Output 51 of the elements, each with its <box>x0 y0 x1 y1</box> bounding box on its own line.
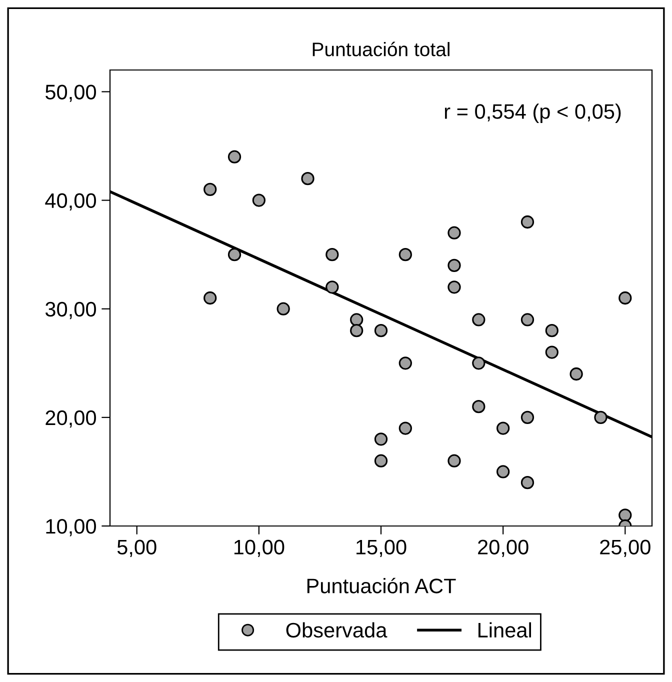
y-tick-label: 40,00 <box>45 193 96 210</box>
x-tick-label: 15,00 <box>356 540 406 557</box>
point <box>204 182 217 196</box>
point <box>448 226 461 240</box>
point <box>204 291 217 305</box>
point <box>228 248 242 262</box>
point <box>472 356 486 370</box>
point <box>520 215 534 229</box>
x-tick-label: 20,00 <box>478 540 528 557</box>
point <box>520 313 534 326</box>
chart-title: Puntuación total <box>312 42 450 56</box>
point <box>472 400 486 414</box>
point <box>472 313 486 326</box>
point <box>448 280 461 294</box>
point <box>326 280 339 294</box>
point <box>520 476 534 490</box>
point <box>326 248 339 262</box>
point <box>618 291 632 305</box>
legend-label: Observada <box>286 622 388 638</box>
point <box>374 324 388 338</box>
y-tick-label: 30,00 <box>45 302 96 320</box>
annotation: r = 0,554 (p < 0,05) <box>444 104 621 124</box>
y-tick-label: 10,00 <box>46 519 96 536</box>
point <box>520 410 534 424</box>
x-tick-label: 25,00 <box>600 540 650 557</box>
point <box>496 422 510 435</box>
point <box>374 432 388 446</box>
point <box>594 410 608 424</box>
point <box>276 302 290 316</box>
point <box>228 150 242 164</box>
x-tick-label: 10,00 <box>234 540 284 557</box>
point <box>398 248 412 262</box>
y-tick-label: 50,00 <box>46 84 96 102</box>
point <box>374 454 388 468</box>
point <box>618 508 632 522</box>
point <box>398 422 412 435</box>
point <box>545 324 558 338</box>
x-tick-label: 5,00 <box>117 540 156 557</box>
point <box>496 465 510 478</box>
point <box>301 172 314 186</box>
point <box>252 194 266 207</box>
legend-label: Lineal <box>478 622 531 638</box>
point <box>448 454 461 468</box>
point <box>350 313 364 326</box>
point <box>570 367 583 381</box>
point <box>448 258 461 272</box>
point <box>350 324 364 338</box>
point <box>545 346 558 359</box>
x-axis-title: Puntuación ACT <box>307 578 456 594</box>
y-tick-label: 20,00 <box>46 410 96 428</box>
point <box>398 356 412 370</box>
